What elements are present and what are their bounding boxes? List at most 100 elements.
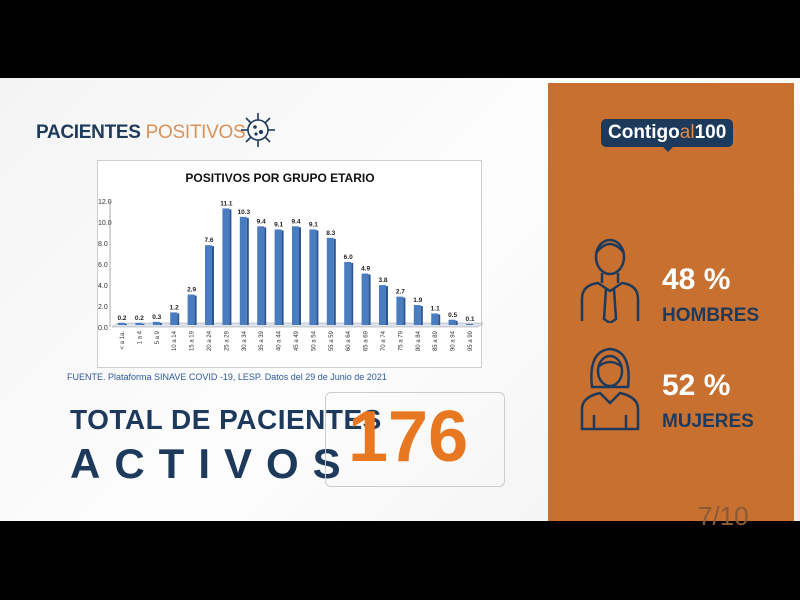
y-tick-label: 12.0 [98, 199, 112, 206]
data-label: 7.6 [204, 237, 213, 244]
data-label: 1.9 [413, 297, 422, 304]
x-tick-label: 35 a 39 [259, 330, 265, 351]
man-icon [580, 238, 640, 323]
chart-container: POSITIVOS POR GRUPO ETARIO 0.0 2.0 4.0 6.0 8… [97, 160, 485, 368]
data-label: 10.3 [237, 209, 250, 216]
data-label: 1.1 [431, 305, 440, 312]
x-tick-label: 75 a 79 [398, 330, 404, 351]
bar-side [194, 295, 197, 325]
bar [205, 245, 212, 325]
bar [326, 237, 334, 325]
bar [239, 216, 247, 325]
bar-side [177, 313, 180, 325]
x-tick-label: 1 a 4 [137, 330, 143, 344]
total-label-line2: ACTIVOS [70, 440, 355, 487]
bar-side [142, 323, 145, 325]
bar-side [212, 246, 214, 325]
slide: PACIENTES POSITIVOS POSITIVOS POR GRUPO … [0, 78, 800, 531]
x-tick-label: 30 a 34 [242, 330, 248, 351]
data-label: 9.1 [309, 221, 318, 228]
bar [431, 313, 439, 325]
bar [187, 294, 195, 325]
x-tick-label: 25 a 29 [224, 330, 230, 351]
bar [292, 226, 299, 325]
x-tick-label: 55 a 59 [329, 330, 335, 351]
x-tick-label: 40 a 44 [277, 330, 283, 351]
title-bold: PACIENTES [36, 122, 141, 143]
y-tick-label: 6.0 [98, 262, 108, 269]
active-patients-count: 176 [348, 397, 469, 477]
logo-part1: Contigo [608, 122, 680, 143]
data-label: 1.2 [170, 304, 179, 311]
woman-icon [580, 347, 640, 431]
data-label: 11.1 [220, 200, 233, 207]
women-percent: 52 % [662, 369, 731, 402]
x-tick-label: 65 a 69 [364, 330, 370, 351]
bar [448, 319, 456, 325]
logo-part3: 100 [694, 122, 727, 143]
bar [257, 226, 265, 325]
data-label: 0.3 [152, 314, 161, 321]
data-label: 9.4 [291, 218, 300, 225]
bar-side [438, 314, 441, 325]
data-label: 8.3 [326, 230, 335, 237]
bar-side [351, 263, 354, 325]
bar [309, 229, 317, 325]
x-tick-label: 10 a 14 [172, 330, 178, 351]
chart-title: POSITIVOS POR GRUPO ETARIO [185, 171, 374, 185]
x-tick-label: 70 a 74 [381, 330, 387, 351]
bar-side [125, 323, 127, 325]
men-percent: 48 % [662, 263, 731, 296]
data-label: 9.4 [257, 218, 266, 225]
data-label: 0.2 [117, 315, 126, 322]
page-number: 7/10 [698, 501, 749, 531]
data-label: 4.9 [361, 266, 370, 273]
bar-side [403, 297, 406, 325]
bar [135, 322, 143, 325]
x-tick-label: 20 a 24 [207, 330, 213, 351]
data-label: 0.1 [465, 316, 474, 323]
bar [152, 321, 160, 325]
men-label: HOMBRES [662, 305, 760, 326]
x-tick-label: 95 a 99 [468, 330, 474, 351]
x-tick-label: 5 a 9 [155, 330, 161, 344]
y-tick-label: 0.0 [98, 325, 108, 332]
women-label: MUJERES [662, 411, 754, 432]
section-title: PACIENTES POSITIVOS [36, 122, 246, 144]
gender-panel: Contigoal100 48 % HOMBRES 52 % MUJERES 7… [548, 83, 794, 531]
bar [361, 273, 369, 325]
data-label: 0.5 [448, 312, 457, 319]
bar-side [299, 227, 301, 325]
data-label: 9.1 [274, 221, 283, 228]
bar-side [229, 209, 232, 325]
virus-icon [241, 113, 275, 147]
x-tick-label: < a 1a. [120, 331, 126, 350]
bar-side [368, 274, 371, 325]
data-label: 2.9 [187, 287, 196, 294]
bar [170, 312, 178, 325]
x-tick-label: 15 a 19 [190, 330, 196, 351]
source-note: FUENTE. Plataforma SINAVE COVID -19, LES… [67, 372, 387, 382]
bar-side [386, 286, 388, 325]
bar-side [264, 227, 267, 325]
bar [274, 229, 282, 325]
x-tick-label: 50 a 54 [311, 330, 317, 351]
bar-side [420, 306, 423, 325]
bar [396, 296, 404, 325]
bar-side [316, 230, 319, 325]
bar-side [455, 320, 458, 325]
y-tick-label: 2.0 [98, 304, 108, 311]
x-tick-label: 60 a 64 [346, 330, 352, 351]
data-label: 2.7 [396, 289, 405, 296]
bar-side [246, 217, 249, 325]
count-box [325, 392, 505, 487]
x-tick-label: 90 a 94 [451, 330, 457, 351]
data-label: 6.0 [344, 254, 353, 261]
bar-chart: POSITIVOS POR GRUPO ETARIO 0.0 2.0 4.0 6.0 8… [98, 171, 485, 351]
title-light: POSITIVOS [145, 122, 246, 143]
bar [379, 285, 386, 325]
bar [466, 323, 473, 325]
bar [344, 262, 352, 325]
bar-side [159, 322, 162, 325]
brand-logo: Contigoal100 [601, 119, 734, 152]
